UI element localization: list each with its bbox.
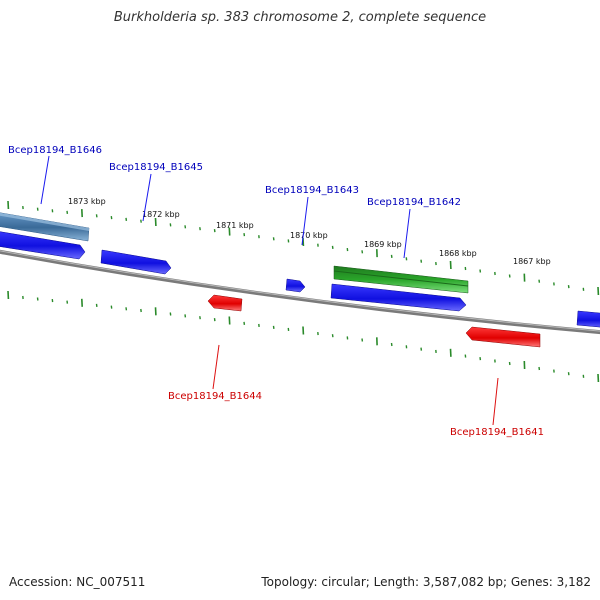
- tick-label-1870kbp: 1870 kbp: [290, 231, 328, 240]
- outer-tick-ring: [7, 200, 600, 296]
- gene-forward-segment-right[interactable]: [576, 310, 600, 328]
- gene-label-Bcep18194_B1641[interactable]: Bcep18194_B1641: [450, 427, 544, 438]
- chromosome-backbone: [0, 249, 600, 335]
- gene-label-Bcep18194_B1645[interactable]: Bcep18194_B1645: [109, 162, 203, 173]
- label-leader-lines: [40, 155, 499, 426]
- accession-text: Accession: NC_007511: [9, 575, 146, 589]
- gene-label-Bcep18194_B1643[interactable]: Bcep18194_B1643: [265, 185, 359, 196]
- map-title: Burkholderia sp. 383 chromosome 2, compl…: [113, 10, 487, 25]
- tick-label-1867kbp: 1867 kbp: [513, 257, 551, 266]
- gene-Bcep18194_B1643[interactable]: [285, 278, 306, 293]
- tick-label-1869kbp: 1869 kbp: [364, 240, 402, 249]
- inner-tick-ring: [7, 290, 600, 383]
- tick-label-1871kbp: 1871 kbp: [216, 221, 254, 230]
- gene-Bcep18194_B1645[interactable]: [100, 249, 172, 275]
- chromosome-backbone-highlight: [0, 250, 600, 332]
- tick-label-1872kbp: 1872 kbp: [142, 210, 180, 219]
- tick-label-1873kbp: 1873 kbp: [68, 197, 106, 206]
- gene-labels: Bcep18194_B1646 Bcep18194_B1645 Bcep1819…: [8, 145, 544, 438]
- gene-forward-segment-middle[interactable]: [330, 283, 467, 312]
- gene-label-Bcep18194_B1644[interactable]: Bcep18194_B1644: [168, 391, 262, 402]
- gene-Bcep18194_B1642[interactable]: [333, 265, 469, 294]
- gene-Bcep18194_B1641[interactable]: [465, 326, 541, 348]
- gene-Bcep18194_B1646[interactable]: [0, 211, 90, 242]
- gene-forward-segment-left[interactable]: [0, 230, 86, 260]
- tick-labels: 1873 kbp 1872 kbp 1871 kbp 1870 kbp 1869…: [68, 197, 551, 266]
- tick-label-1868kbp: 1868 kbp: [439, 249, 477, 258]
- gene-label-Bcep18194_B1642[interactable]: Bcep18194_B1642: [367, 197, 461, 208]
- genome-summary-text: Topology: circular; Length: 3,587,082 bp…: [261, 575, 591, 589]
- gene-label-Bcep18194_B1646[interactable]: Bcep18194_B1646: [8, 145, 102, 156]
- gene-Bcep18194_B1644[interactable]: [207, 294, 243, 312]
